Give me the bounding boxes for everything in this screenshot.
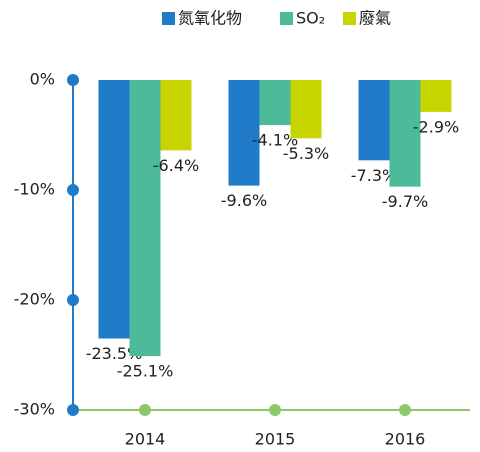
bar (98, 80, 130, 339)
x-tick-label: 2015 (255, 430, 296, 449)
bar (290, 80, 322, 139)
bar (259, 80, 291, 126)
y-tick-label: -30% (14, 400, 55, 419)
y-tick-dot (67, 294, 79, 306)
legend-swatch (280, 12, 293, 25)
bar (389, 80, 421, 187)
x-tick-label: 2016 (385, 430, 426, 449)
value-label: -6.4% (153, 156, 199, 175)
bar (160, 80, 192, 151)
bar (129, 80, 161, 357)
legend-swatch (343, 12, 356, 25)
bar (228, 80, 260, 186)
legend-label: SO₂ (296, 9, 325, 28)
y-tick-label: -20% (14, 290, 55, 309)
y-tick-dot (67, 404, 79, 416)
value-label: -5.3% (283, 144, 329, 163)
x-tick-dot (399, 404, 411, 416)
y-tick-label: 0% (30, 70, 55, 89)
value-label: -25.1% (117, 362, 174, 381)
value-label: -9.7% (382, 192, 428, 211)
legend-label: 氮氧化物 (178, 9, 242, 28)
value-label: -9.6% (221, 191, 267, 210)
value-label: -2.9% (413, 117, 459, 136)
y-tick-dot (67, 74, 79, 86)
y-tick-dot (67, 184, 79, 196)
bar (358, 80, 390, 161)
x-tick-dot (269, 404, 281, 416)
y-tick-label: -10% (14, 180, 55, 199)
value-label: -4.1% (252, 131, 298, 150)
value-label: -23.5% (86, 344, 143, 363)
bar (420, 80, 452, 112)
legend-label: 廢氣 (359, 9, 391, 28)
x-tick-label: 2014 (125, 430, 166, 449)
x-tick-dot (139, 404, 151, 416)
value-label: -7.3% (351, 166, 397, 185)
legend-swatch (162, 12, 175, 25)
